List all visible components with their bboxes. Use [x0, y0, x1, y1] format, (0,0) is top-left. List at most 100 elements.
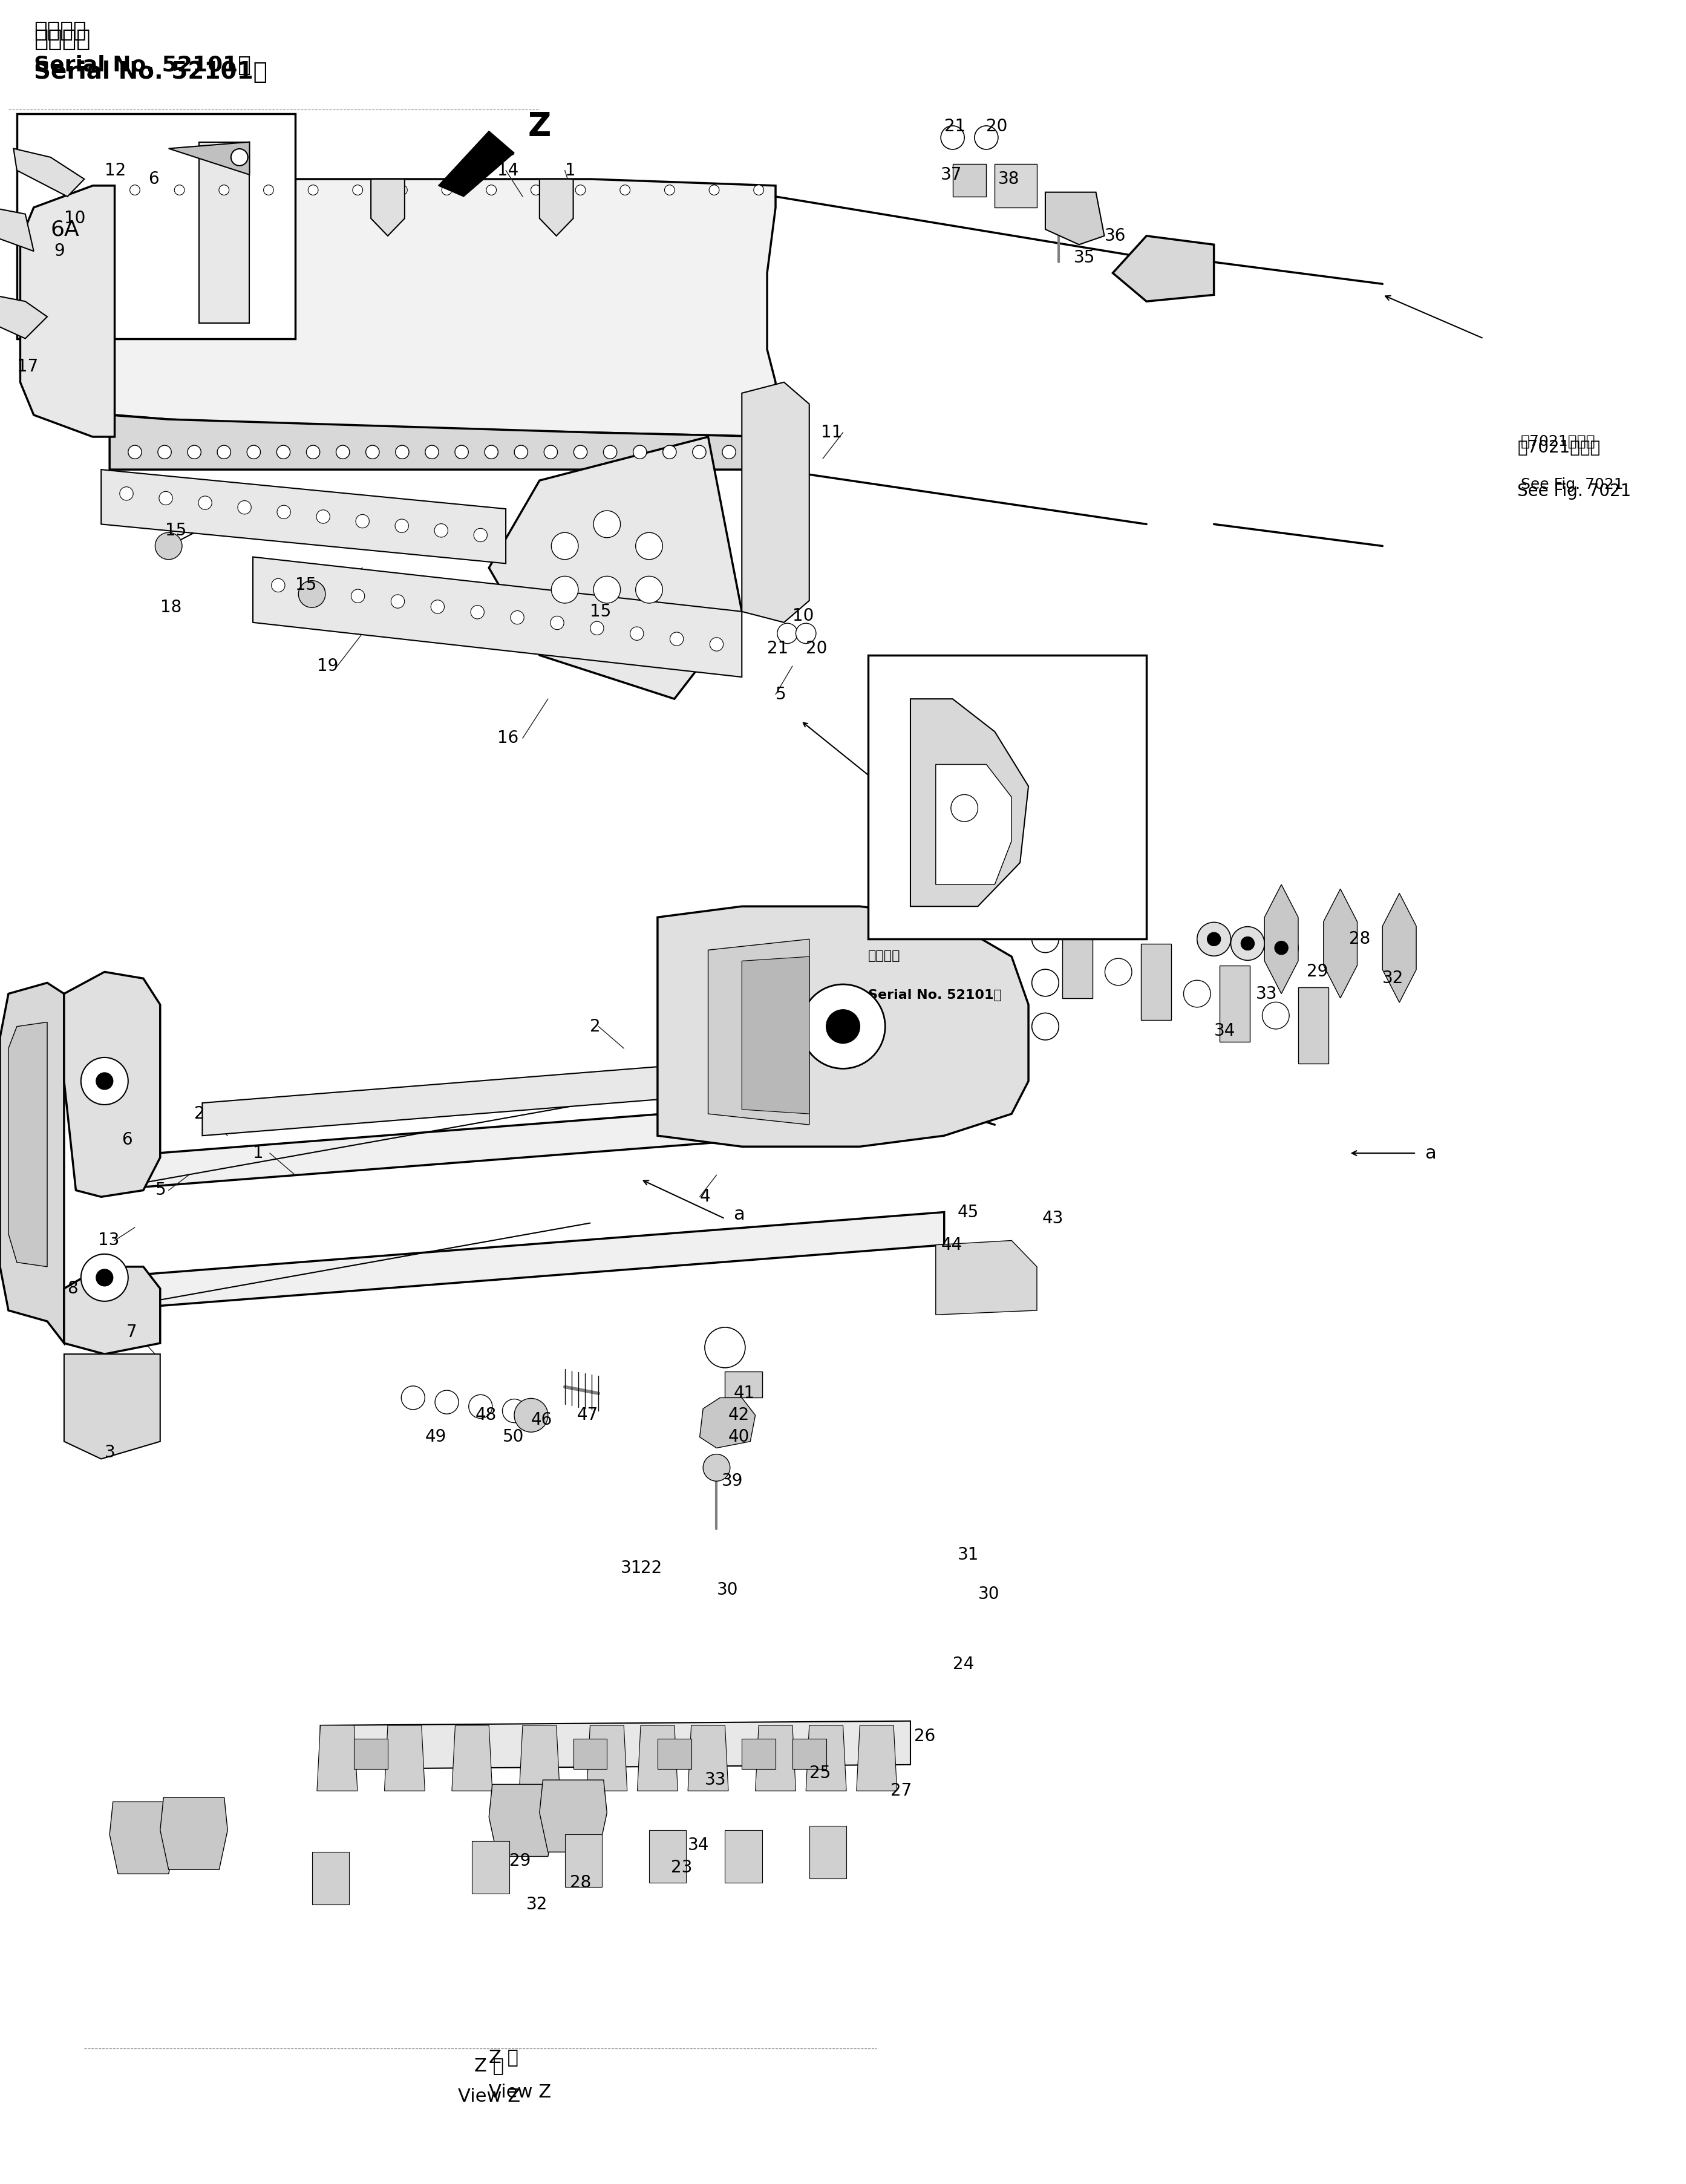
Circle shape [128, 446, 142, 459]
Polygon shape [0, 983, 64, 1343]
Polygon shape [910, 699, 1028, 906]
Polygon shape [438, 131, 514, 197]
Bar [573, 1738, 607, 1769]
Text: 17: 17 [17, 358, 39, 376]
Circle shape [219, 186, 229, 194]
Text: 28: 28 [1349, 930, 1371, 948]
Text: 48: 48 [475, 1406, 497, 1424]
Text: 5: 5 [776, 686, 786, 703]
Text: 7: 7 [126, 1324, 137, 1341]
Text: 28: 28 [570, 1874, 592, 1891]
Circle shape [752, 446, 765, 459]
Text: 20: 20 [986, 118, 1008, 135]
Polygon shape [708, 939, 809, 1125]
Polygon shape [489, 437, 742, 699]
Polygon shape [317, 1725, 357, 1791]
Circle shape [590, 622, 604, 636]
Polygon shape [856, 1725, 897, 1791]
Circle shape [1207, 933, 1221, 946]
Text: 適用号機: 適用号機 [34, 20, 86, 41]
Bar [565, 1835, 602, 1887]
Polygon shape [202, 1044, 944, 1136]
Text: 27: 27 [890, 1782, 912, 1800]
Text: 1: 1 [253, 1144, 263, 1162]
Circle shape [484, 446, 497, 459]
Circle shape [693, 446, 706, 459]
Text: Z: Z [528, 111, 551, 142]
Polygon shape [540, 1780, 607, 1852]
Text: a: a [1425, 1144, 1436, 1162]
Circle shape [1032, 926, 1059, 952]
Text: View Z: View Z [457, 2088, 521, 2105]
Text: 21: 21 [767, 640, 789, 657]
Circle shape [395, 520, 408, 533]
Text: 3: 3 [105, 1444, 115, 1461]
Circle shape [593, 577, 620, 603]
Text: 47: 47 [577, 1406, 599, 1424]
Circle shape [593, 511, 620, 537]
Circle shape [1184, 981, 1211, 1007]
Circle shape [398, 186, 408, 194]
Circle shape [663, 446, 676, 459]
Circle shape [470, 605, 484, 618]
Circle shape [669, 631, 683, 646]
Polygon shape [688, 1725, 728, 1791]
Text: 31: 31 [620, 1559, 642, 1577]
Circle shape [307, 446, 320, 459]
Bar [354, 1738, 388, 1769]
Text: 38: 38 [998, 170, 1020, 188]
Text: View Z: View Z [489, 2084, 551, 2101]
Circle shape [96, 1072, 113, 1090]
Text: 21: 21 [944, 118, 966, 135]
Polygon shape [101, 470, 506, 563]
Bar [792, 1738, 826, 1769]
Circle shape [442, 186, 452, 194]
Circle shape [754, 186, 764, 194]
Circle shape [401, 1387, 425, 1409]
Text: 26: 26 [914, 1728, 936, 1745]
Text: See Fig. 7021: See Fig. 7021 [1517, 483, 1632, 500]
Text: 41: 41 [733, 1385, 755, 1402]
Circle shape [531, 186, 541, 194]
Circle shape [435, 524, 448, 537]
Polygon shape [637, 1725, 678, 1791]
Circle shape [158, 491, 172, 505]
Polygon shape [0, 207, 34, 251]
Circle shape [238, 500, 251, 513]
Circle shape [703, 1455, 730, 1481]
Bar [953, 164, 986, 197]
Text: Z 視: Z 視 [474, 2057, 504, 2075]
Circle shape [604, 446, 617, 459]
Text: 5: 5 [155, 1182, 165, 1199]
Circle shape [710, 638, 723, 651]
Circle shape [455, 446, 469, 459]
Polygon shape [199, 142, 250, 323]
Text: 2: 2 [590, 1018, 600, 1035]
Text: 37: 37 [941, 166, 963, 183]
Polygon shape [64, 1354, 160, 1459]
Circle shape [120, 487, 133, 500]
Text: 42: 42 [728, 1406, 750, 1424]
Text: 19: 19 [317, 657, 339, 675]
Polygon shape [0, 295, 47, 339]
Circle shape [309, 186, 319, 194]
Text: 36: 36 [1104, 227, 1126, 245]
Circle shape [469, 1396, 492, 1417]
Circle shape [351, 590, 364, 603]
Polygon shape [1324, 889, 1357, 998]
Circle shape [81, 1254, 128, 1302]
Polygon shape [489, 1784, 556, 1856]
Text: 40: 40 [728, 1428, 750, 1446]
Circle shape [826, 1009, 860, 1044]
Text: 34: 34 [1214, 1022, 1236, 1040]
Circle shape [271, 579, 285, 592]
Text: 6: 6 [121, 1131, 132, 1149]
Bar [1298, 987, 1329, 1064]
Text: 45: 45 [958, 1203, 980, 1221]
Polygon shape [742, 382, 809, 622]
Text: 適用号機: 適用号機 [868, 950, 900, 963]
Circle shape [277, 446, 290, 459]
Text: 10: 10 [64, 210, 86, 227]
Circle shape [96, 1269, 113, 1286]
Circle shape [486, 186, 496, 194]
